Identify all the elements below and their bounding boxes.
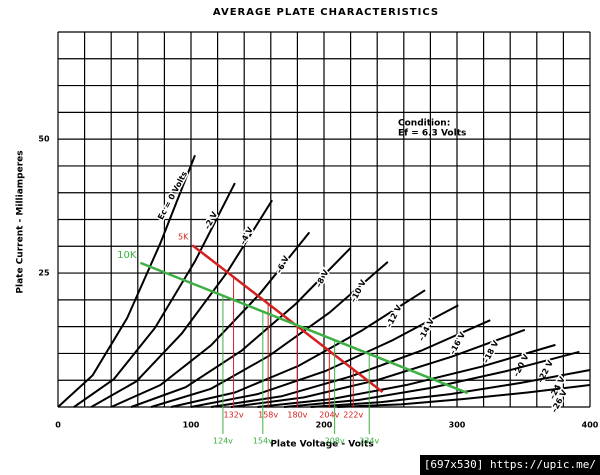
drop-label: 204v	[319, 411, 339, 420]
x-tick-label: 0	[55, 421, 61, 430]
curve	[337, 384, 591, 408]
x-tick-label: 400	[582, 421, 599, 430]
drop-label: 124v	[213, 437, 233, 446]
curve	[90, 199, 273, 408]
x-tick-label: 300	[449, 421, 466, 430]
curve	[170, 289, 426, 408]
y-tick-label: 25	[38, 269, 50, 278]
y-tick-label: 50	[38, 135, 50, 144]
curve	[190, 304, 459, 408]
curve	[230, 328, 526, 408]
load-line	[191, 244, 384, 393]
load-line-label: 10K	[117, 250, 137, 261]
curve	[150, 261, 389, 408]
curve	[57, 154, 196, 408]
annotation: Ef = 6.3 Volts	[398, 129, 466, 139]
curve	[284, 350, 580, 408]
drop-label: 222v	[343, 411, 363, 420]
curve	[210, 319, 491, 408]
load-line	[139, 261, 469, 395]
drop-label: 158v	[258, 411, 278, 420]
drop-label: 154v	[253, 437, 273, 446]
curve	[110, 231, 311, 408]
watermark: [697x530] https://upic.me/	[424, 458, 596, 471]
x-tick-label: 200	[316, 421, 333, 430]
curve	[310, 369, 591, 408]
chart-title: AVERAGE PLATE CHARACTERISTICS	[213, 7, 439, 18]
x-axis-label: Plate Voltage - Volts	[270, 440, 373, 450]
curve	[73, 182, 236, 408]
curve	[257, 343, 556, 408]
watermark-bar	[420, 455, 600, 475]
drop-label: 208v	[325, 437, 345, 446]
annotation: Condition:	[398, 119, 450, 129]
drop-label: 132v	[224, 411, 244, 420]
x-tick-label: 100	[183, 421, 200, 430]
y-axis-label: Plate Current - Milliamperes	[16, 150, 26, 293]
drop-label: 180v	[287, 411, 307, 420]
load-line-label: 5K	[178, 233, 189, 242]
curve	[130, 247, 352, 408]
drop-label: 234v	[359, 437, 379, 446]
